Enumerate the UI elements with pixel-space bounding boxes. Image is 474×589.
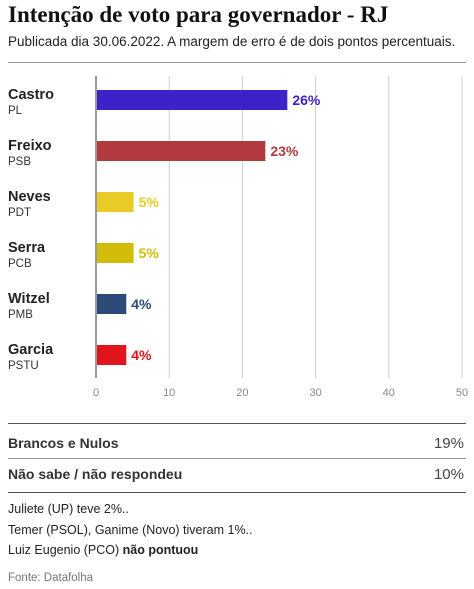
bar-value-label: 23%	[270, 143, 299, 159]
summary-row-nao-sabe: Não sabe / não respondeu 10%	[8, 466, 466, 483]
bar-party-label: PSTU	[8, 360, 39, 372]
summary-value: 10%	[433, 466, 464, 483]
bar-value-label: 5%	[139, 194, 160, 210]
bar-category-label: Serra	[8, 240, 46, 256]
chart-subtitle: Publicada dia 30.06.2022. A margem de er…	[8, 34, 456, 49]
bar-party-label: PCB	[8, 258, 32, 270]
x-tick-label: 40	[383, 387, 395, 399]
x-tick-label: 50	[456, 387, 468, 399]
source-credit: Fonte: Datafolha	[8, 572, 94, 584]
summary-label: Brancos e Nulos	[8, 435, 119, 451]
note-line-1: Juliete (UP) teve 2%..	[8, 502, 129, 516]
bar-value-label: 5%	[139, 245, 160, 261]
bar	[97, 294, 127, 314]
summary-value: 19%	[433, 435, 464, 452]
summary-divider-mid	[8, 458, 466, 459]
x-tick-label: 0	[93, 387, 99, 399]
bar-value-label: 26%	[292, 92, 321, 108]
note-line-3: Luiz Eugenio (PCO) não pontuou	[8, 543, 198, 557]
top-divider	[8, 62, 466, 63]
summary-label: Não sabe / não respondeu	[8, 466, 183, 482]
bar-value-label: 4%	[131, 296, 152, 312]
bar	[97, 243, 134, 263]
bar-party-label: PL	[8, 105, 23, 117]
bar-category-label: Neves	[8, 189, 51, 205]
bar-chart: 0 10 20 30 40 50 Castro PL 26% Freixo PSB 23% Neves P…	[8, 76, 468, 399]
bar-category-label: Freixo	[8, 138, 52, 154]
bar-category-label: Witzel	[8, 291, 50, 307]
summary-divider-top	[8, 423, 466, 424]
bar	[97, 345, 127, 365]
summary-row-brancos: Brancos e Nulos 19%	[8, 435, 466, 452]
bar-party-label: PSB	[8, 156, 31, 168]
note-line-3-bold: não pontuou	[122, 543, 199, 557]
summary-divider-bottom	[8, 492, 466, 493]
note-line-3-text: Luiz Eugenio (PCO)	[8, 543, 123, 557]
x-tick-label: 30	[309, 387, 321, 399]
bar	[97, 90, 288, 110]
bar	[97, 141, 266, 161]
bar-value-label: 4%	[131, 347, 152, 363]
bar	[97, 192, 134, 212]
bar-party-label: PMB	[8, 309, 33, 321]
note-line-2: Temer (PSOL), Ganime (Novo) tiveram 1%..	[8, 523, 253, 537]
x-tick-label: 10	[163, 387, 175, 399]
bar-category-label: Castro	[8, 87, 54, 103]
bar-party-label: PDT	[8, 207, 31, 219]
bar-category-label: Garcia	[8, 342, 54, 358]
x-tick-label: 20	[236, 387, 248, 399]
chart-title: Intenção de voto para governador - RJ	[8, 2, 389, 27]
